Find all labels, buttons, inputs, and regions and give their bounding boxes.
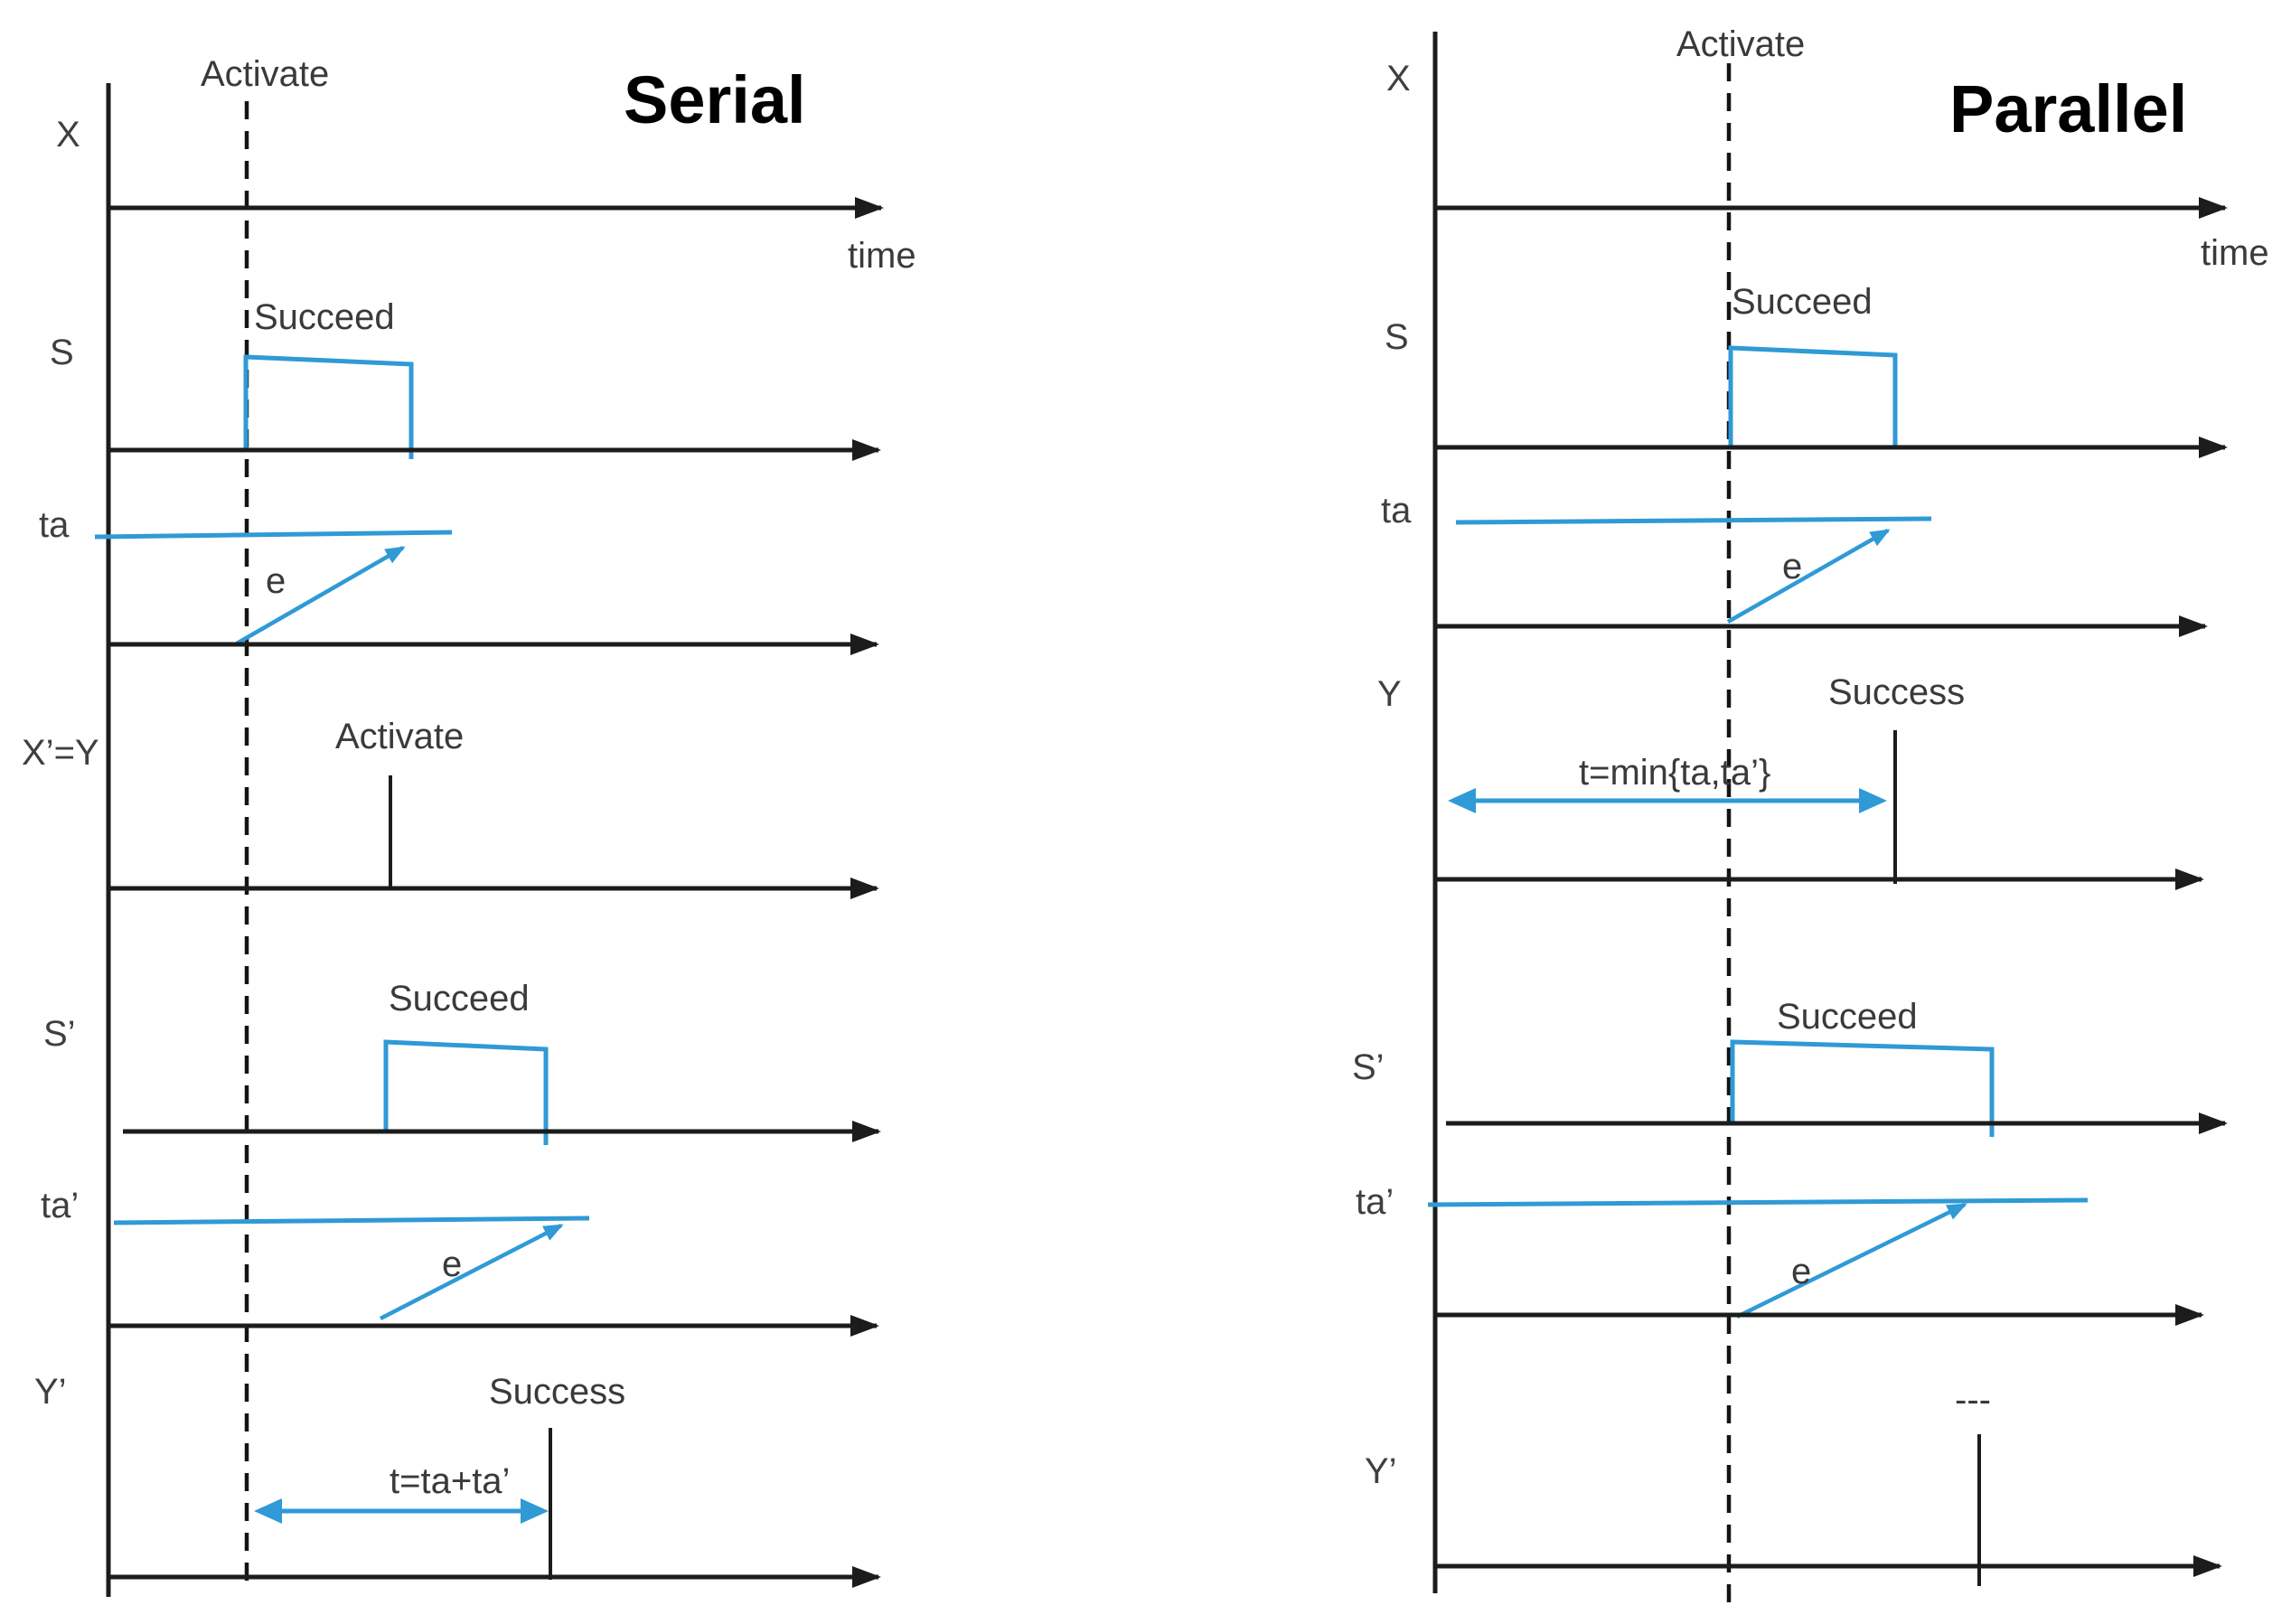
- parallel-row-y-label: Y: [1377, 674, 1402, 714]
- serial-row-s-succeed-label: Succeed: [254, 297, 395, 337]
- serial-activate-label: Activate: [201, 54, 329, 94]
- serial-duration-label: t=ta+ta’: [390, 1461, 510, 1501]
- parallel-title: Parallel: [1949, 71, 2187, 146]
- parallel-row-sp-succeed-label: Succeed: [1777, 997, 1918, 1037]
- serial-row-yp-success-label: Success: [489, 1372, 625, 1412]
- serial-row-ta-label: ta: [39, 505, 70, 545]
- parallel-row-tap-label: ta’: [1356, 1182, 1394, 1222]
- parallel-duration-arrowhead-right: [1859, 788, 1887, 813]
- parallel-row-ta-label: ta: [1381, 491, 1412, 530]
- parallel-ta-timer-e-label: e: [1782, 547, 1802, 587]
- parallel-sp-succeed-pulse: [1730, 1039, 1995, 1137]
- parallel-s-succeed-pulse: [1728, 345, 1898, 448]
- parallel-tap-level-line: [1427, 1197, 2089, 1207]
- serial-row-x-label: X: [56, 115, 80, 155]
- serial-row-yp-label: Y’: [34, 1372, 67, 1412]
- parallel-tap-timer-e-label: e: [1791, 1252, 1811, 1291]
- serial-row-tap-label: ta’: [41, 1186, 79, 1225]
- serial-tap-level-line: [113, 1216, 590, 1225]
- serial-sp-succeed-pulse: [383, 1039, 549, 1145]
- parallel-ta-timer-ramp: [1726, 529, 1891, 624]
- parallel-row-yp-label: Y’: [1365, 1451, 1397, 1491]
- serial-row-sp-succeed-label: Succeed: [389, 979, 530, 1019]
- parallel-panel: Parallel Activate X time S Succeed ta e …: [1352, 24, 2269, 1602]
- serial-s-succeed-pulse: [243, 354, 414, 459]
- parallel-activate-label: Activate: [1676, 24, 1805, 64]
- serial-tap-timer-ramp: [379, 1223, 564, 1321]
- parallel-duration-arrowhead-left: [1448, 788, 1476, 813]
- serial-tap-timer-e-label: e: [442, 1244, 462, 1284]
- serial-row-s-label: S: [50, 333, 74, 372]
- serial-row-sp-label: S’: [43, 1014, 76, 1054]
- serial-duration-arrowhead-right: [521, 1498, 549, 1524]
- serial-title: Serial: [624, 62, 806, 137]
- serial-panel: Serial Activate X time S Succeed ta e X’…: [22, 54, 916, 1597]
- parallel-ta-level-line: [1455, 516, 1932, 525]
- serial-time-label: time: [848, 236, 916, 276]
- parallel-row-sp-label: S’: [1352, 1047, 1385, 1087]
- parallel-row-s-succeed-label: Succeed: [1732, 282, 1873, 322]
- parallel-duration-label: t=min{ta,ta’}: [1579, 753, 1770, 793]
- parallel-row-x-label: X: [1386, 59, 1411, 99]
- serial-ta-timer-ramp: [235, 546, 406, 645]
- serial-duration-arrowhead-left: [254, 1498, 282, 1524]
- parallel-tap-timer-ramp: [1736, 1202, 1967, 1319]
- parallel-row-y-success-label: Success: [1828, 672, 1965, 712]
- serial-ta-level-line: [94, 530, 453, 540]
- serial-row-xy-activate-label: Activate: [335, 717, 464, 756]
- parallel-row-yp-pending-label: ---: [1955, 1380, 1991, 1420]
- serial-ta-timer-e-label: e: [266, 561, 286, 601]
- parallel-row-s-label: S: [1385, 317, 1409, 357]
- serial-row-xy-label: X’=Y: [22, 733, 99, 773]
- parallel-time-label: time: [2201, 233, 2269, 273]
